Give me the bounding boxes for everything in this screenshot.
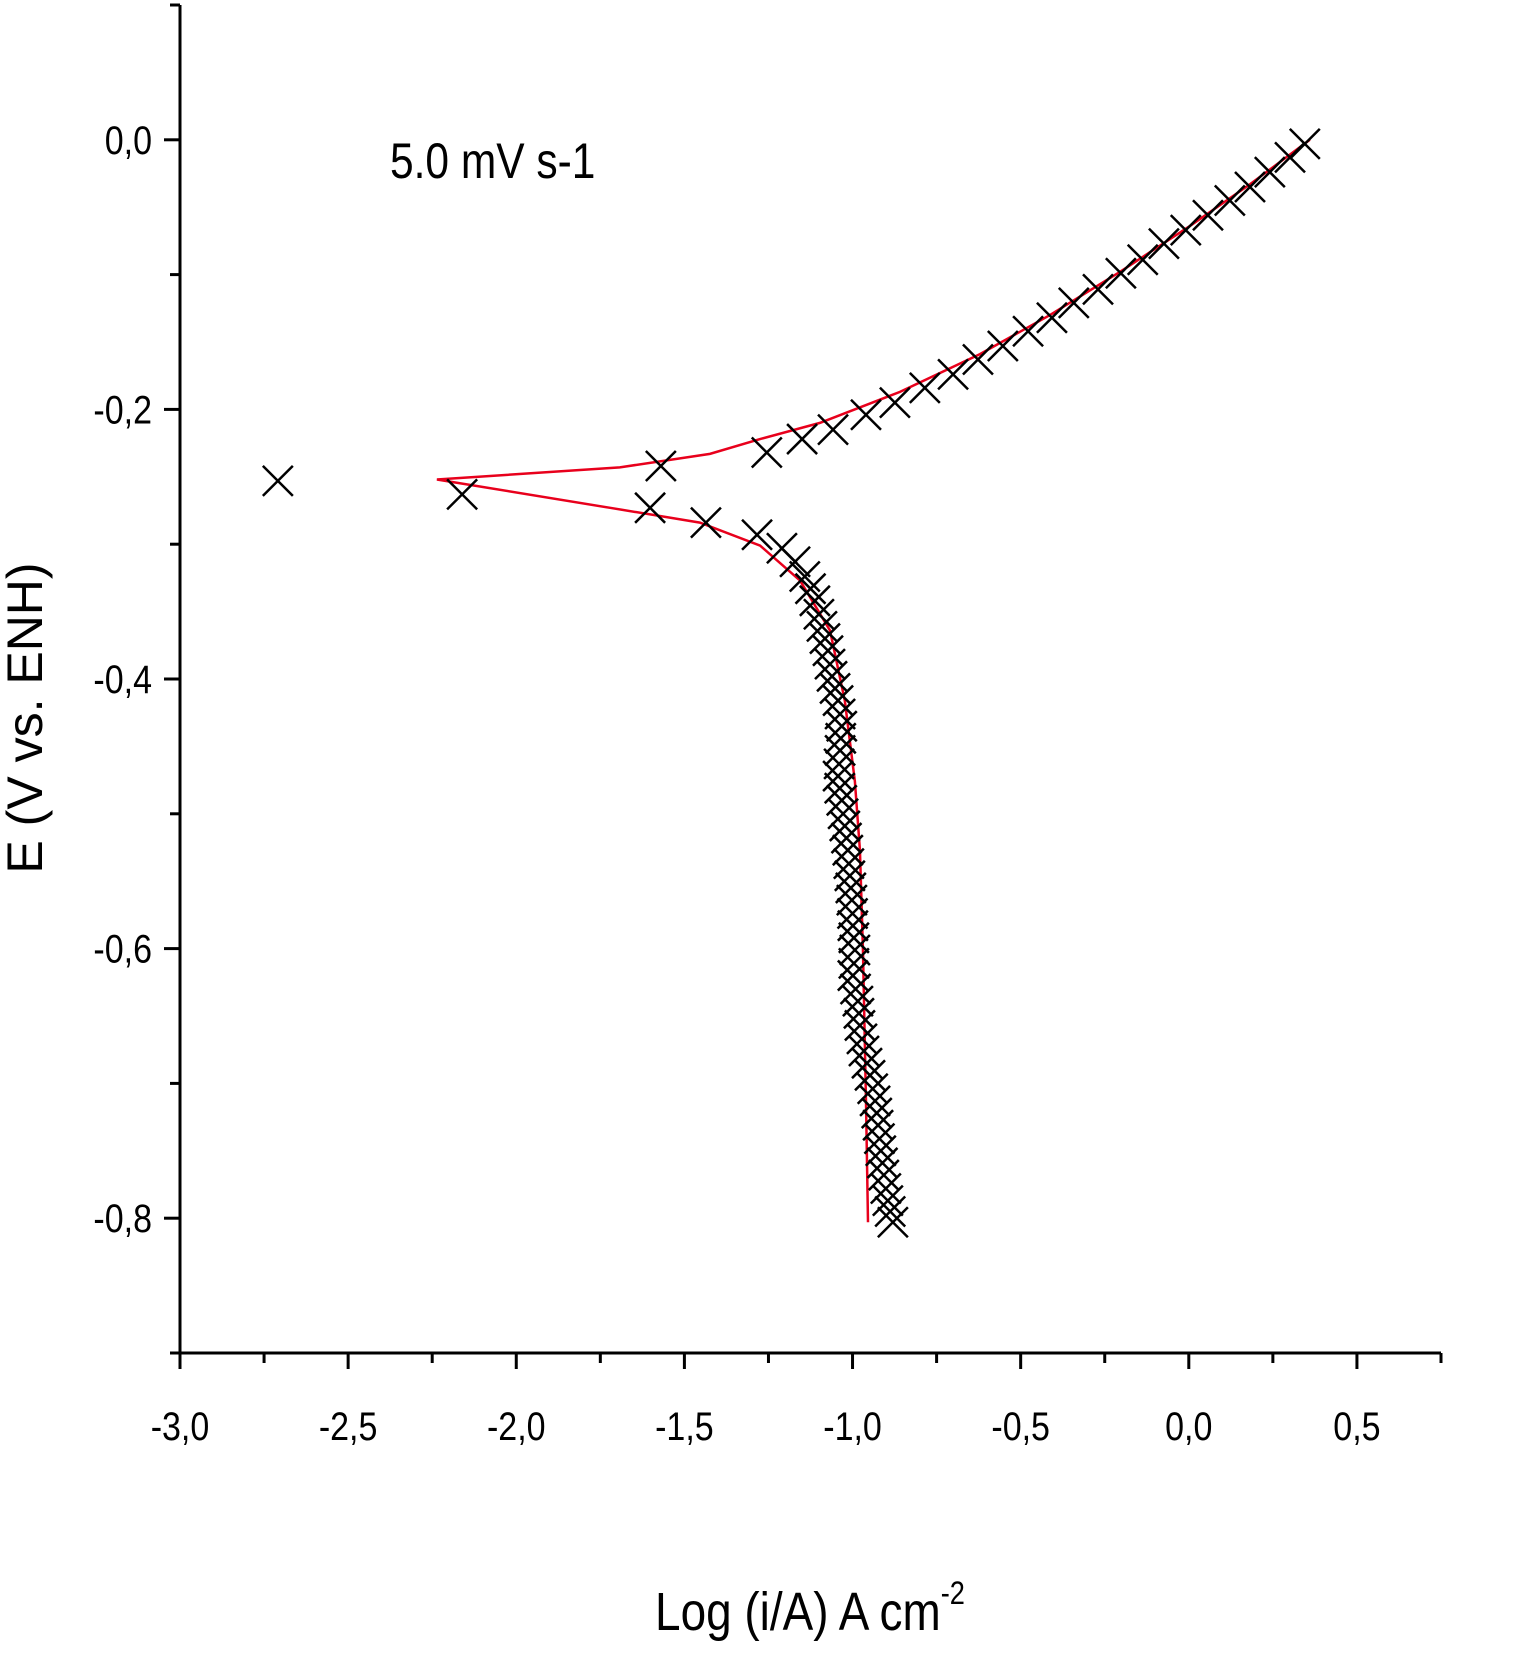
- x-tick-label: 0,5: [1333, 1403, 1380, 1448]
- data-point-x-marker: [1148, 227, 1180, 260]
- data-point-x-marker: [690, 506, 722, 539]
- data-point-x-marker: [634, 491, 666, 524]
- data-point-x-marker: [839, 934, 871, 966]
- data-point-x-marker: [874, 1195, 907, 1228]
- x-tick-label: -1,0: [823, 1403, 882, 1448]
- data-point-x-marker: [786, 423, 818, 455]
- experimental-series: [261, 127, 1321, 1239]
- data-point-x-marker: [862, 1109, 894, 1142]
- data-point-x-marker: [798, 584, 831, 617]
- data-point-x-marker: [817, 413, 849, 446]
- data-point-x-marker: [1192, 199, 1224, 232]
- data-point-x-marker: [809, 622, 841, 655]
- x-axis-label: Log (i/A) A cm-2: [655, 1576, 965, 1642]
- data-point-x-marker: [836, 897, 869, 930]
- x-tick-label: 0,0: [1165, 1403, 1212, 1448]
- data-point-x-marker: [1253, 156, 1286, 189]
- data-point-x-marker: [866, 1147, 899, 1179]
- data-point-x-marker: [788, 560, 821, 593]
- x-axis-label-superscript: -2: [941, 1576, 965, 1612]
- data-point-x-marker: [822, 684, 854, 717]
- x-tick-label: -2,0: [487, 1403, 546, 1448]
- data-point-x-marker: [750, 436, 783, 469]
- x-tick-label: -1,5: [655, 1403, 714, 1448]
- data-point-x-marker: [836, 909, 869, 942]
- data-point-x-marker: [1234, 171, 1266, 203]
- data-point-x-marker: [1126, 243, 1159, 276]
- data-point-x-marker: [851, 1047, 883, 1080]
- data-point-x-marker: [1213, 184, 1246, 217]
- data-point-x-marker: [848, 1035, 880, 1067]
- data-point-x-marker: [860, 1097, 893, 1129]
- y-tick-label: -0,8: [93, 1196, 152, 1241]
- y-tick-label: 0,0: [105, 117, 152, 162]
- data-point-x-marker: [830, 822, 863, 854]
- data-point-x-marker: [803, 598, 835, 631]
- data-point-x-marker: [741, 518, 773, 551]
- data-point-x-marker: [825, 784, 858, 817]
- ticks: -3,0 -2,5 -2,0 -1,5 -1,0 -0,5 0,0 0,5 0,0 -0,2 -0,…: [93, 3, 1443, 1449]
- data-point-x-marker: [1036, 301, 1068, 334]
- data-point-x-marker: [823, 772, 856, 805]
- data-point-x-marker: [836, 959, 869, 992]
- annotation-label: 5.0 mV s-1: [390, 133, 595, 189]
- data-point-x-marker: [825, 710, 858, 743]
- data-point-x-marker: [1012, 315, 1044, 348]
- data-point-x-marker: [835, 884, 868, 916]
- data-point-x-marker: [824, 722, 857, 755]
- data-point-x-marker: [842, 985, 874, 1018]
- x-axis-label-text: Log (i/A) A cm: [655, 1582, 941, 1642]
- axes: [178, 5, 1441, 1355]
- x-tick-label: -3,0: [151, 1403, 210, 1448]
- data-point-x-marker: [816, 660, 848, 693]
- data-point-x-marker: [837, 947, 870, 980]
- data-point-x-marker: [446, 478, 479, 511]
- data-point-x-marker: [962, 343, 994, 376]
- data-point-x-marker: [1288, 127, 1321, 160]
- data-point-x-marker: [937, 358, 969, 391]
- data-point-x-marker: [832, 847, 865, 880]
- data-point-x-marker: [831, 834, 864, 867]
- data-point-x-marker: [843, 997, 875, 1030]
- y-axis-label: E (V vs. ENH): [0, 562, 53, 873]
- data-point-x-marker: [854, 1059, 886, 1092]
- data-point-x-marker: [1082, 273, 1114, 306]
- data-point-x-marker: [837, 921, 870, 954]
- data-point-x-marker: [877, 1206, 909, 1239]
- data-point-x-marker: [261, 464, 294, 497]
- data-point-x-marker: [834, 872, 867, 904]
- data-point-x-marker: [806, 610, 838, 643]
- data-point-x-marker: [1169, 214, 1202, 246]
- data-point-x-marker: [644, 450, 677, 482]
- data-point-x-marker: [833, 859, 866, 892]
- data-point-x-marker: [824, 698, 856, 730]
- data-point-x-marker: [819, 672, 851, 705]
- y-tick-label: -0,2: [93, 387, 152, 432]
- y-tick-label: -0,4: [93, 656, 152, 701]
- data-point-x-marker: [794, 572, 827, 605]
- data-point-x-marker: [986, 330, 1019, 362]
- data-point-x-marker: [1057, 287, 1090, 319]
- data-point-x-marker: [850, 398, 882, 431]
- x-tick-label: -2,5: [319, 1403, 378, 1448]
- data-point-x-marker: [879, 386, 911, 419]
- data-point-x-marker: [824, 734, 856, 767]
- data-point-x-marker: [823, 748, 855, 780]
- data-point-x-marker: [779, 545, 811, 578]
- x-tick-label: -0,5: [991, 1403, 1050, 1448]
- data-point-x-marker: [908, 371, 941, 404]
- y-tick-label: -0,6: [93, 926, 152, 971]
- data-point-x-marker: [1104, 257, 1137, 290]
- data-point-x-marker: [871, 1184, 904, 1217]
